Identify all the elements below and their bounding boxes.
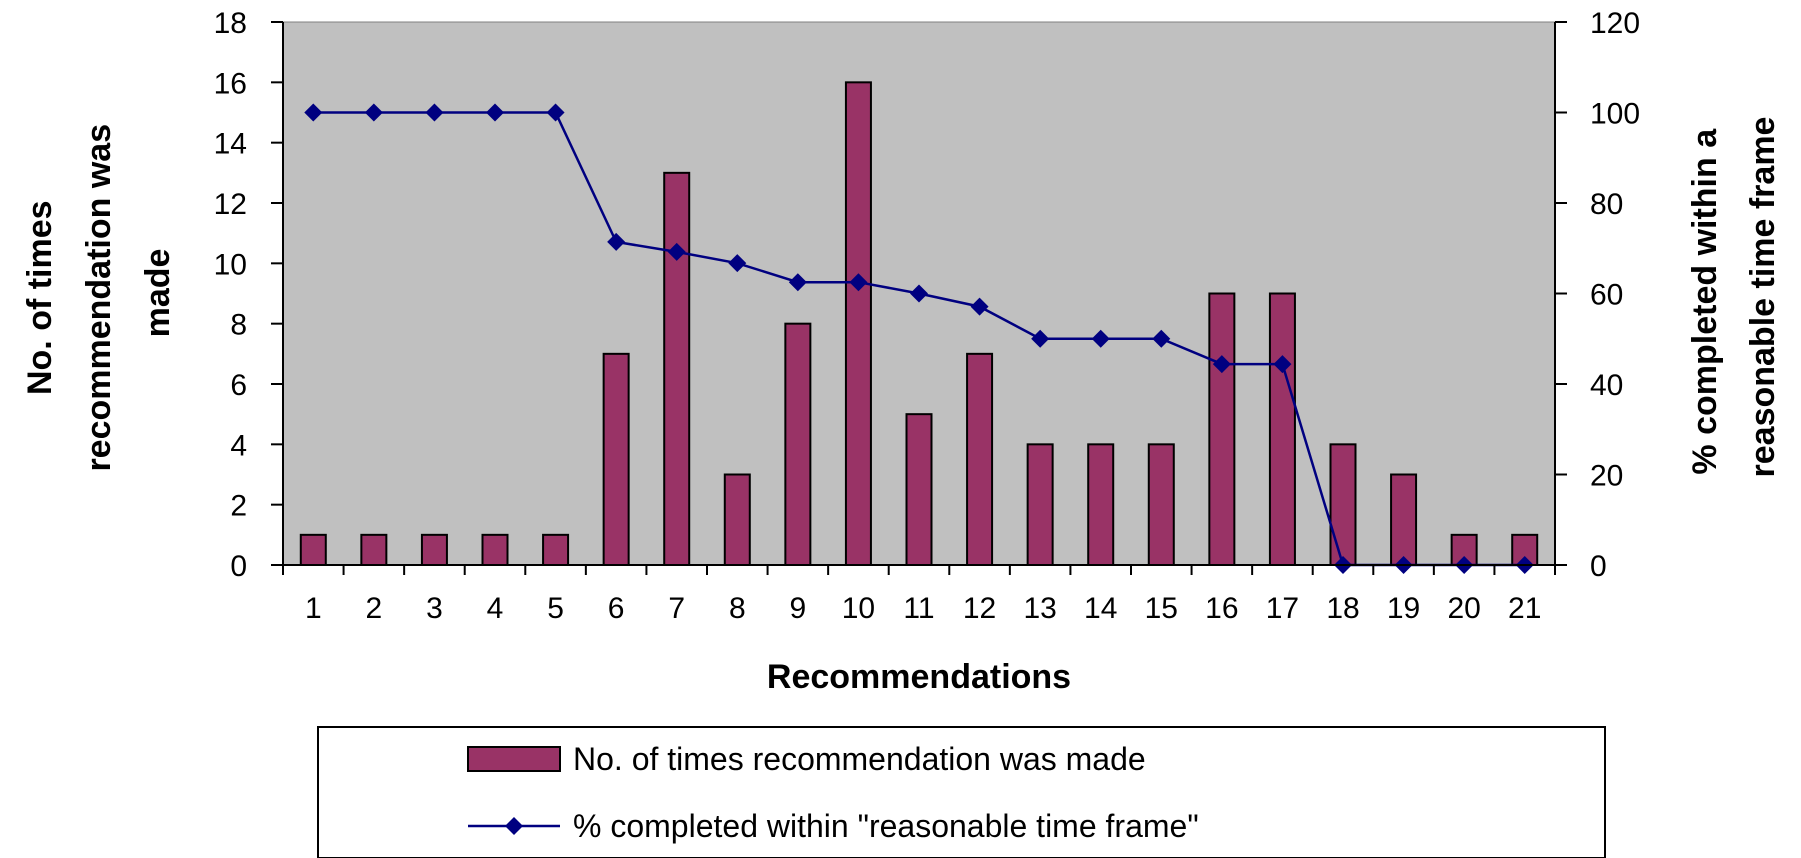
point-5 [546, 103, 565, 122]
y-axis-left-title-line-3: made [139, 249, 177, 338]
bar-7 [663, 171, 691, 566]
point-14 [1091, 329, 1110, 348]
y-axis-right-title-line-2: reasonable time frame [1744, 117, 1782, 478]
x-tick-8: 8 [729, 592, 746, 625]
x-tick-10: 10 [842, 592, 875, 625]
x-axis-title: Recommendations [767, 658, 1071, 696]
point-3 [425, 103, 444, 122]
x-tick-18: 18 [1326, 592, 1359, 625]
bar-4 [481, 533, 509, 566]
y-left-tick-2: 2 [230, 490, 247, 523]
bar-19 [1390, 473, 1418, 566]
bar-10 [844, 81, 872, 566]
x-tick-7: 7 [668, 592, 685, 625]
legend-bar-swatch [467, 746, 561, 772]
bar-5 [542, 533, 570, 566]
x-tick-21: 21 [1508, 592, 1541, 625]
y-left-tick-8: 8 [230, 309, 247, 342]
y-left-tick-6: 6 [230, 369, 247, 402]
x-tick-12: 12 [963, 592, 996, 625]
bar-15 [1147, 443, 1175, 567]
y-axis-left-title: No. of times recommendation was made [21, 114, 177, 471]
x-tick-20: 20 [1447, 592, 1480, 625]
y-right-tick-0: 0 [1590, 550, 1607, 583]
bars-layer [299, 81, 1539, 567]
point-16 [1212, 355, 1231, 374]
bar-1 [299, 533, 327, 566]
point-11 [910, 284, 928, 303]
point-9 [788, 273, 807, 292]
point-15 [1152, 329, 1171, 348]
line-layer [304, 103, 1534, 574]
x-tick-11: 11 [903, 592, 934, 625]
point-17 [1273, 355, 1292, 374]
y-right-tick-40: 40 [1590, 369, 1623, 402]
point-2 [364, 103, 383, 122]
x-tick-13: 13 [1023, 592, 1056, 625]
x-tick-3: 3 [426, 592, 443, 625]
x-tick-19: 19 [1387, 592, 1420, 625]
point-7 [667, 242, 686, 261]
bar-2 [360, 533, 388, 566]
legend-line-label: % completed within "reasonable time fram… [573, 808, 1199, 844]
point-8 [728, 254, 747, 273]
point-1 [304, 103, 323, 122]
y-left-tick-12: 12 [214, 188, 247, 221]
y-right-tick-20: 20 [1590, 460, 1623, 493]
legend: No. of times recommendation was made % c… [317, 726, 1606, 858]
bar-17 [1268, 292, 1296, 566]
x-tick-5: 5 [547, 592, 564, 625]
x-tick-4: 4 [487, 592, 504, 625]
x-tick-16: 16 [1205, 592, 1238, 625]
y-left-tick-4: 4 [230, 429, 247, 462]
bar-12 [966, 352, 994, 567]
bar-11 [905, 413, 933, 566]
x-tick-17: 17 [1266, 592, 1299, 625]
point-10 [849, 273, 868, 292]
bar-6 [602, 352, 630, 567]
y-axis-right-title-line-1: % completed within a [1686, 128, 1724, 475]
bar-14 [1087, 443, 1115, 567]
y-left-tick-14: 14 [214, 128, 247, 161]
bar-16 [1208, 292, 1236, 566]
y-axis-right-title: % completed within a reasonable time fra… [1686, 117, 1782, 478]
x-tick-9: 9 [790, 592, 807, 625]
point-4 [486, 103, 504, 122]
y-right-tick-120: 120 [1590, 7, 1640, 40]
point-6 [607, 232, 626, 251]
y-left-tick-0: 0 [230, 550, 247, 583]
y-left-tick-16: 16 [214, 67, 247, 100]
x-tick-15: 15 [1145, 592, 1178, 625]
y-axis-left-title-line-1: No. of times [21, 200, 59, 395]
point-12 [970, 297, 989, 316]
y-right-tick-60: 60 [1590, 279, 1623, 312]
bar-18 [1329, 443, 1357, 567]
y-left-tick-10: 10 [214, 248, 247, 281]
legend-line-marker [505, 817, 523, 835]
x-tick-6: 6 [608, 592, 625, 625]
x-tick-1: 1 [305, 592, 322, 625]
y-right-tick-80: 80 [1590, 188, 1623, 221]
point-13 [1031, 329, 1050, 348]
bar-9 [784, 322, 812, 566]
bar-13 [1026, 443, 1054, 567]
y-axis-left-title-line-2: recommendation was [80, 124, 118, 472]
legend-bar-label: No. of times recommendation was made [573, 741, 1146, 777]
x-tick-2: 2 [366, 592, 383, 625]
bar-3 [420, 533, 448, 566]
y-right-tick-100: 100 [1590, 98, 1640, 131]
x-tick-14: 14 [1084, 592, 1117, 625]
y-left-tick-18: 18 [214, 7, 247, 40]
bar-8 [723, 473, 751, 566]
